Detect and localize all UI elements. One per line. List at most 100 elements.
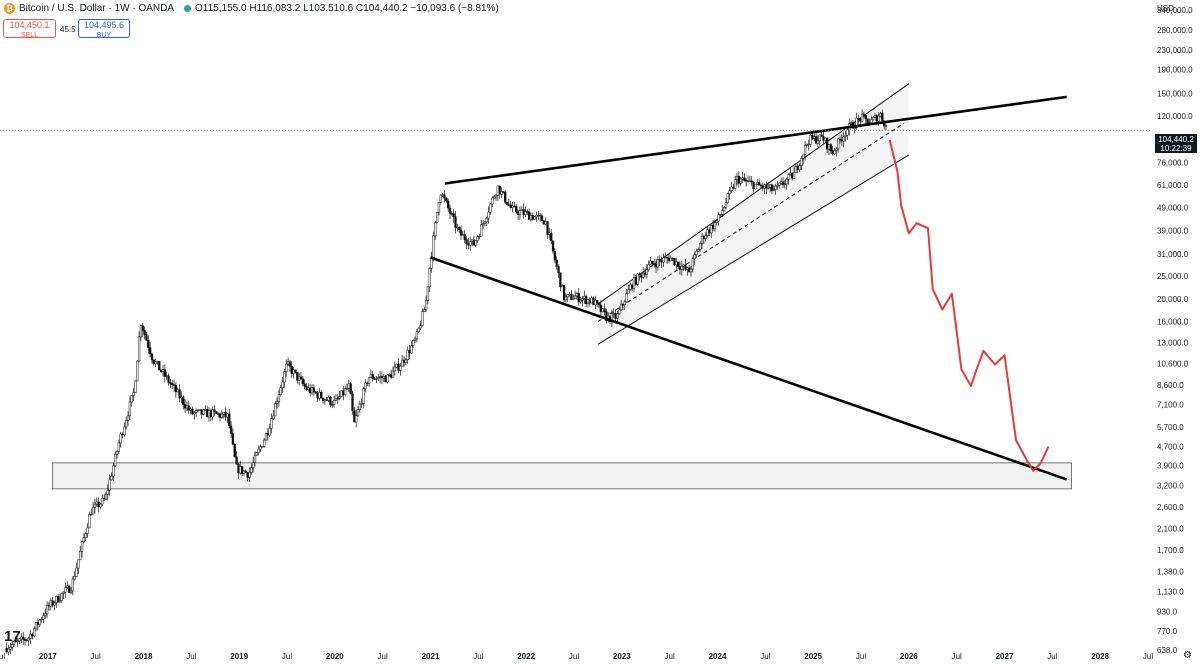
candle-body — [325, 399, 328, 401]
candle-body — [206, 409, 209, 418]
candle-body — [463, 234, 466, 240]
ohlc-values: O115,155.0 H116,083.2 L103,510.6 C104,44… — [195, 3, 499, 14]
candle-body — [45, 604, 49, 615]
candle-body — [522, 209, 525, 215]
candle-body — [213, 409, 216, 412]
gear-icon[interactable]: ⚙ — [1183, 650, 1192, 661]
candle-body — [447, 200, 450, 209]
candle-body — [542, 220, 545, 225]
candle-body — [128, 401, 132, 417]
price-axis[interactable]: 340,000.0 280,000.0 230,000.0 190,000.0 150,… — [1157, 6, 1193, 655]
candle-body — [505, 201, 509, 206]
candle-body — [9, 647, 12, 650]
current-price-badge: 104,440.2 10:22:39 — [1155, 134, 1197, 153]
candle-body — [745, 180, 748, 182]
candle-body — [443, 194, 446, 199]
candle-body — [202, 409, 205, 415]
time-tick-label: 2028 — [1091, 652, 1109, 661]
candle-body — [699, 243, 702, 250]
price-tick-label: 930.0 — [1157, 608, 1178, 617]
candle-body — [145, 334, 148, 341]
candle-body — [150, 353, 154, 361]
candle-body — [220, 414, 224, 418]
time-tick-label: Jul — [760, 652, 770, 661]
candle-body — [307, 387, 310, 390]
candle-body — [737, 175, 740, 184]
candle-body — [590, 297, 593, 304]
price-tick-label: 8,600.0 — [1157, 381, 1184, 390]
candle-body — [224, 411, 227, 418]
candle-body — [875, 115, 878, 122]
sell-button[interactable]: 104,450.1 SELL — [3, 19, 56, 39]
candle-body — [91, 507, 95, 515]
candle-body — [675, 261, 678, 266]
candle-body — [397, 363, 400, 371]
candle-body — [283, 371, 286, 383]
candle-body — [248, 471, 251, 478]
candle-body — [459, 229, 463, 236]
candle-body — [450, 213, 453, 215]
candle-body — [434, 222, 437, 236]
candle-body — [857, 117, 860, 120]
candle-body — [77, 559, 80, 569]
candle-body — [264, 433, 268, 441]
candle-body — [112, 465, 115, 477]
candle-body — [275, 401, 279, 405]
candle-body — [428, 267, 431, 288]
candle-body — [770, 184, 774, 191]
candle-body — [69, 590, 73, 593]
candle-body — [132, 392, 135, 396]
candle-body — [196, 409, 200, 412]
candle-body — [531, 215, 534, 220]
candle-body — [794, 166, 798, 173]
candle-body — [515, 206, 518, 213]
candle-body — [163, 369, 166, 377]
candle-body — [152, 359, 155, 365]
candle-body — [772, 189, 775, 191]
candle-body — [483, 221, 487, 224]
candle-body — [393, 366, 396, 372]
time-tick-label: 2026 — [900, 652, 918, 661]
candle-body — [110, 476, 113, 481]
candle-body — [577, 293, 580, 303]
time-tick-label: 2025 — [804, 652, 822, 661]
candle-body — [516, 211, 520, 215]
candle-body — [783, 183, 786, 186]
candle-body — [761, 185, 764, 189]
candle-body — [82, 537, 86, 542]
candle-body — [42, 615, 45, 620]
tradingview-logo-icon[interactable]: 17 — [4, 628, 21, 645]
candle-body — [724, 202, 728, 208]
candle-body — [884, 125, 888, 127]
candle-body — [713, 222, 717, 230]
candle-body — [34, 622, 38, 630]
buy-button[interactable]: 104,495.6 BUY — [78, 19, 130, 39]
candle-body — [343, 388, 347, 396]
candle-body — [51, 600, 54, 606]
candle-body — [676, 261, 680, 267]
candle-body — [355, 415, 358, 423]
price-tick-label: 39,000.0 — [1157, 227, 1189, 236]
candle-body — [408, 350, 411, 354]
candle-body — [662, 257, 665, 263]
candle-body — [634, 277, 637, 285]
candle-body — [791, 172, 794, 179]
candle-body — [261, 446, 264, 448]
price-tick-label: 2,100.0 — [1157, 525, 1184, 534]
spread-value: 45.5 — [60, 25, 76, 34]
time-tick-label: Jul — [378, 652, 388, 661]
candle-body — [204, 409, 207, 411]
candle-body — [774, 185, 777, 190]
candle-body — [820, 134, 823, 137]
candle-body — [643, 272, 647, 275]
candle-body — [452, 213, 455, 217]
candle-body — [130, 395, 133, 403]
candle-body — [62, 591, 65, 594]
symbol-title[interactable]: Bitcoin / U.S. Dollar · 1W · OANDA — [19, 3, 175, 14]
time-axis[interactable]: Jul 2017 Jul 2018 Jul 2019 Jul 2020 Jul 2021 Jul 20… — [0, 652, 1153, 661]
candle-body — [754, 183, 757, 190]
candle-body — [781, 181, 785, 186]
currency-label[interactable]: USD — [1157, 4, 1174, 13]
price-tick-label: 1,130.0 — [1157, 588, 1184, 597]
